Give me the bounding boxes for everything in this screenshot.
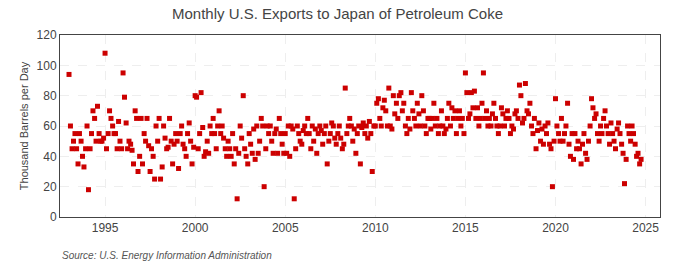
svg-text:Thousand Barrels per Day: Thousand Barrels per Day <box>18 61 30 190</box>
svg-text:100: 100 <box>37 59 57 73</box>
svg-text:40: 40 <box>43 150 57 164</box>
svg-text:2015: 2015 <box>452 221 479 235</box>
svg-text:2000: 2000 <box>182 221 209 235</box>
svg-text:Monthly U.S. Exports to Japan: Monthly U.S. Exports to Japan of Petrole… <box>172 5 503 22</box>
svg-text:2010: 2010 <box>362 221 389 235</box>
svg-text:2025: 2025 <box>632 221 659 235</box>
svg-text:0: 0 <box>50 210 57 224</box>
svg-text:1995: 1995 <box>92 221 119 235</box>
svg-text:2020: 2020 <box>542 221 569 235</box>
svg-text:60: 60 <box>43 119 57 133</box>
svg-text:20: 20 <box>43 180 57 194</box>
svg-text:2005: 2005 <box>272 221 299 235</box>
svg-text:120: 120 <box>37 28 57 42</box>
svg-text:80: 80 <box>43 89 57 103</box>
svg-text:Source: U.S. Energy Informatio: Source: U.S. Energy Information Administ… <box>62 250 272 261</box>
